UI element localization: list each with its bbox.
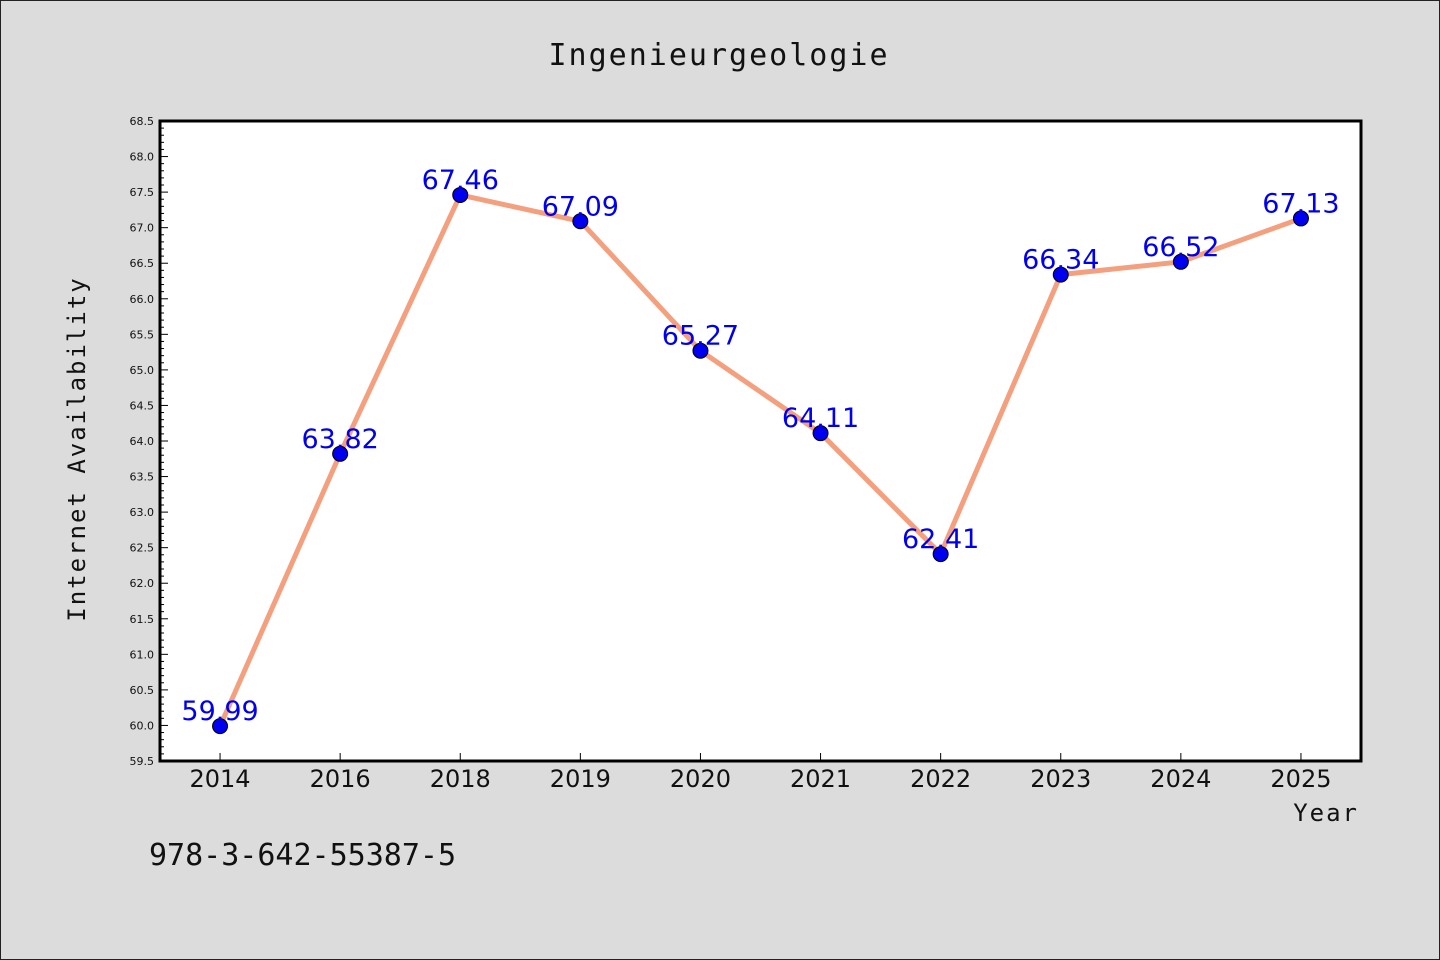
data-point bbox=[572, 213, 589, 230]
y-tick-label: 64.0 bbox=[130, 435, 155, 448]
data-label: 66.34 bbox=[1022, 245, 1099, 276]
y-tick-label: 64.5 bbox=[130, 399, 155, 412]
y-tick-label: 68.0 bbox=[130, 151, 155, 164]
series-line bbox=[217, 192, 1304, 729]
y-tick-label: 62.5 bbox=[130, 542, 155, 555]
data-point bbox=[1292, 210, 1309, 227]
y-tick-label: 65.0 bbox=[130, 364, 155, 377]
y-tick-label: 62.0 bbox=[130, 577, 155, 590]
data-point bbox=[332, 445, 349, 462]
y-tick-label: 65.5 bbox=[130, 328, 155, 341]
y-tick-label: 67.0 bbox=[130, 222, 155, 235]
y-tick-label: 60.0 bbox=[130, 719, 155, 732]
x-axis-label: Year bbox=[1293, 799, 1359, 827]
data-label: 62.41 bbox=[902, 524, 979, 555]
chart-title: Ingenieurgeologie bbox=[548, 38, 889, 73]
x-tick-label: 2014 bbox=[190, 765, 251, 793]
isbn-text: 978-3-642-55387-5 bbox=[149, 838, 456, 873]
y-tick-label: 59.5 bbox=[130, 755, 155, 768]
series-line-group bbox=[212, 186, 1309, 735]
x-tick-label: 2024 bbox=[1150, 765, 1211, 793]
x-axis-ticks: 2014 2016 2018 2019 2020 2021 2022 2023 2024 2025 bbox=[190, 753, 1331, 793]
y-tick-label: 61.5 bbox=[130, 613, 155, 626]
y-tick-label: 61.0 bbox=[130, 648, 155, 661]
data-point bbox=[1052, 266, 1069, 283]
data-labels-group: 59.99 63.82 67.46 67.09 65.27 64.11 62.41 66.34… bbox=[181, 165, 1339, 727]
y-tick-label: 60.5 bbox=[130, 684, 155, 697]
data-label: 59.99 bbox=[181, 696, 258, 727]
y-tick-label: 68.5 bbox=[130, 115, 155, 128]
y-tick-label: 63.0 bbox=[130, 506, 155, 519]
data-point bbox=[212, 718, 229, 735]
data-label: 67.46 bbox=[422, 165, 499, 196]
y-axis-label: Internet Availability bbox=[63, 276, 91, 621]
y-tick-label: 66.5 bbox=[130, 257, 155, 270]
y-tick-label: 63.5 bbox=[130, 471, 155, 484]
x-tick-label: 2023 bbox=[1030, 765, 1091, 793]
data-point bbox=[452, 186, 469, 203]
data-label: 64.11 bbox=[782, 403, 859, 434]
y-tick-label: 66.0 bbox=[130, 293, 155, 306]
data-point bbox=[932, 546, 949, 563]
data-label: 65.27 bbox=[662, 321, 739, 352]
x-tick-label: 2018 bbox=[430, 765, 491, 793]
data-label: 67.13 bbox=[1262, 188, 1339, 219]
data-label: 66.52 bbox=[1142, 232, 1219, 263]
data-point bbox=[1172, 253, 1189, 270]
x-tick-label: 2021 bbox=[790, 765, 851, 793]
y-tick-label: 67.5 bbox=[130, 186, 155, 199]
x-tick-label: 2025 bbox=[1270, 765, 1331, 793]
data-label: 67.09 bbox=[542, 191, 619, 222]
x-tick-label: 2022 bbox=[910, 765, 971, 793]
x-tick-label: 2019 bbox=[550, 765, 611, 793]
data-point bbox=[692, 342, 709, 359]
plot-area bbox=[158, 119, 1363, 763]
x-tick-label: 2016 bbox=[310, 765, 371, 793]
y-axis-ticks: 59.5 60.0 60.5 61.0 61.5 62.0 62.5 63.0 63.5 64.0… bbox=[130, 115, 168, 768]
x-tick-label: 2020 bbox=[670, 765, 731, 793]
data-label: 63.82 bbox=[302, 424, 379, 455]
data-point bbox=[812, 425, 829, 442]
